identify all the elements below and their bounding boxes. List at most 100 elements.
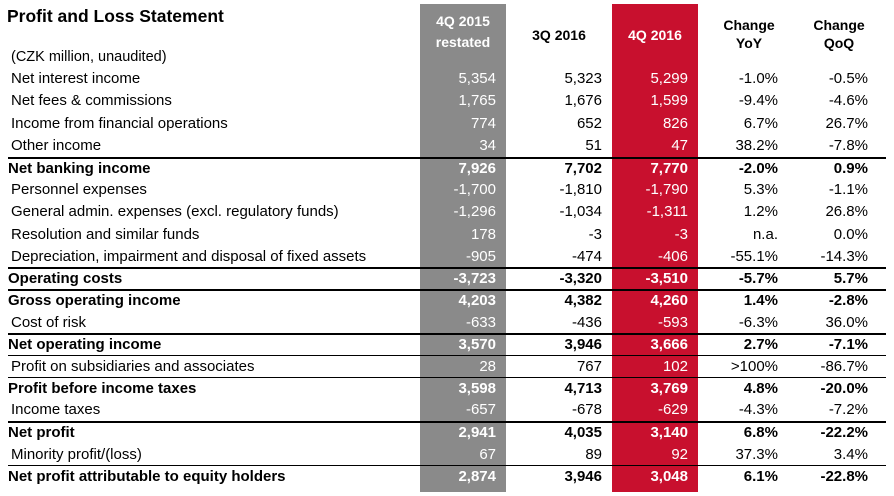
cell-4q2015: -1,700 <box>453 181 496 198</box>
cell-change-qoq: 0.9% <box>833 160 868 177</box>
row-label: Net interest income <box>11 70 141 87</box>
cell-change-qoq: 26.8% <box>825 203 868 220</box>
row-divider <box>8 421 886 423</box>
header-4q2015-line1: 4Q 2015 <box>436 13 490 29</box>
cell-4q2016: -3,510 <box>645 270 688 287</box>
cell-3q2016: -436 <box>571 314 602 331</box>
cell-change-yoy: 2.7% <box>743 336 778 353</box>
cell-4q2015: 3,570 <box>458 336 496 353</box>
cell-3q2016: 4,035 <box>564 424 602 441</box>
cell-4q2016: 826 <box>662 115 688 132</box>
cell-4q2016: -1,790 <box>645 181 688 198</box>
cell-change-yoy: 4.8% <box>743 380 778 397</box>
row-divider <box>8 377 886 378</box>
cell-change-yoy: -4.3% <box>738 401 778 418</box>
cell-4q2015: 5,354 <box>458 70 496 87</box>
header-change-yoy-line2: YoY <box>735 35 763 51</box>
cell-4q2016: 1,599 <box>650 92 688 109</box>
table-row: Income from financial operations 774 652 82… <box>0 113 894 135</box>
row-label: Other income <box>11 137 102 154</box>
table-row: Net fees & commissions 1,765 1,676 1,599 -9.… <box>0 90 894 112</box>
cell-3q2016: 89 <box>585 446 602 463</box>
cell-4q2015: 774 <box>470 115 496 132</box>
cell-3q2016: 652 <box>576 115 602 132</box>
row-label: Personnel expenses <box>11 181 147 198</box>
cell-3q2016: 5,323 <box>564 70 602 87</box>
table-row: Net operating income 3,570 3,946 3,666 2.7% -… <box>0 334 894 356</box>
cell-change-yoy: -55.1% <box>730 248 778 265</box>
cell-change-qoq: -2.8% <box>828 292 868 309</box>
cell-change-yoy: n.a. <box>752 226 778 243</box>
cell-4q2016: -3 <box>674 226 688 243</box>
cell-change-qoq: -0.5% <box>828 70 868 87</box>
cell-change-yoy: 1.4% <box>743 292 778 309</box>
column-highlight-4q2016 <box>612 4 698 492</box>
cell-4q2015: 7,926 <box>458 160 496 177</box>
cell-4q2016: -406 <box>657 248 688 265</box>
cell-3q2016: 7,702 <box>564 160 602 177</box>
row-label: Income taxes <box>11 401 101 418</box>
cell-4q2016: 3,140 <box>650 424 688 441</box>
cell-4q2015: 3,598 <box>458 380 496 397</box>
cell-4q2016: -629 <box>657 401 688 418</box>
cell-change-qoq: 36.0% <box>825 314 868 331</box>
cell-change-yoy: -2.0% <box>738 160 778 177</box>
cell-4q2015: 2,874 <box>458 468 496 485</box>
row-divider <box>8 157 886 159</box>
cell-3q2016: 3,946 <box>564 468 602 485</box>
cell-4q2015: -905 <box>465 248 496 265</box>
cell-4q2016: -593 <box>657 314 688 331</box>
header-4q2015-line2: restated <box>435 34 491 50</box>
row-label: Cost of risk <box>11 314 87 331</box>
cell-4q2016: 3,048 <box>650 468 688 485</box>
cell-change-qoq: -14.3% <box>820 248 868 265</box>
cell-4q2015: -1,296 <box>453 203 496 220</box>
table-row: Depreciation, impairment and disposal of… <box>0 246 894 268</box>
cell-change-yoy: 37.3% <box>735 446 778 463</box>
cell-3q2016: 4,382 <box>564 292 602 309</box>
cell-4q2016: 5,299 <box>650 70 688 87</box>
cell-4q2016: 47 <box>671 137 688 154</box>
table-row: Profit on subsidiaries and associates 28 7… <box>0 356 894 378</box>
cell-4q2016: 7,770 <box>650 160 688 177</box>
row-label: Depreciation, impairment and disposal of… <box>11 248 367 265</box>
units-note: (CZK million, unaudited) <box>11 49 167 65</box>
cell-change-yoy: -1.0% <box>738 70 778 87</box>
row-label: Net operating income <box>8 336 162 353</box>
header-4q2016: 4Q 2016 <box>628 27 682 43</box>
cell-change-yoy: 6.1% <box>743 468 778 485</box>
cell-3q2016: -474 <box>571 248 602 265</box>
cell-4q2015: 34 <box>479 137 496 154</box>
cell-change-yoy: -9.4% <box>738 92 778 109</box>
cell-4q2015: 178 <box>470 226 496 243</box>
cell-change-yoy: >100% <box>730 358 778 375</box>
cell-change-qoq: 26.7% <box>825 115 868 132</box>
cell-change-yoy: 38.2% <box>735 137 778 154</box>
row-label: Minority profit/(loss) <box>11 446 142 463</box>
table-row: Profit before income taxes 3,598 4,713 3,76… <box>0 378 894 400</box>
header-change-yoy: Change YoY <box>706 16 792 52</box>
header-4q2015: 4Q 2015 restated <box>420 12 506 51</box>
header-change-qoq-line1: Change <box>813 17 865 33</box>
cell-4q2015: -657 <box>465 401 496 418</box>
row-label: Profit before income taxes <box>8 380 197 397</box>
table-row: Cost of risk -633 -436 -593 -6.3% 36.0% <box>0 312 894 334</box>
cell-4q2016: 102 <box>662 358 688 375</box>
cell-4q2015: -3,723 <box>453 270 496 287</box>
header-change-qoq-line2: QoQ <box>823 35 855 51</box>
table-row: Minority profit/(loss) 67 89 92 37.3% 3.4% <box>0 444 894 466</box>
cell-3q2016: -3 <box>588 226 602 243</box>
cell-change-qoq: -86.7% <box>820 358 868 375</box>
table-row: General admin. expenses (excl. regulator… <box>0 201 894 223</box>
table-row: Net interest income 5,354 5,323 5,299 -1.0% -… <box>0 68 894 90</box>
table-row: Other income 34 51 47 38.2% -7.8% <box>0 135 894 157</box>
cell-change-qoq: 5.7% <box>833 270 868 287</box>
column-highlight-4q2015 <box>420 4 506 492</box>
table-row: Net profit 2,941 4,035 3,140 6.8% -22.2% <box>0 422 894 444</box>
row-divider <box>8 289 886 291</box>
row-divider <box>8 355 886 356</box>
cell-3q2016: 4,713 <box>564 380 602 397</box>
row-label: Net profit <box>8 424 75 441</box>
table-row: Income taxes -657 -678 -629 -4.3% -7.2% <box>0 399 894 421</box>
row-label: Gross operating income <box>8 292 181 309</box>
